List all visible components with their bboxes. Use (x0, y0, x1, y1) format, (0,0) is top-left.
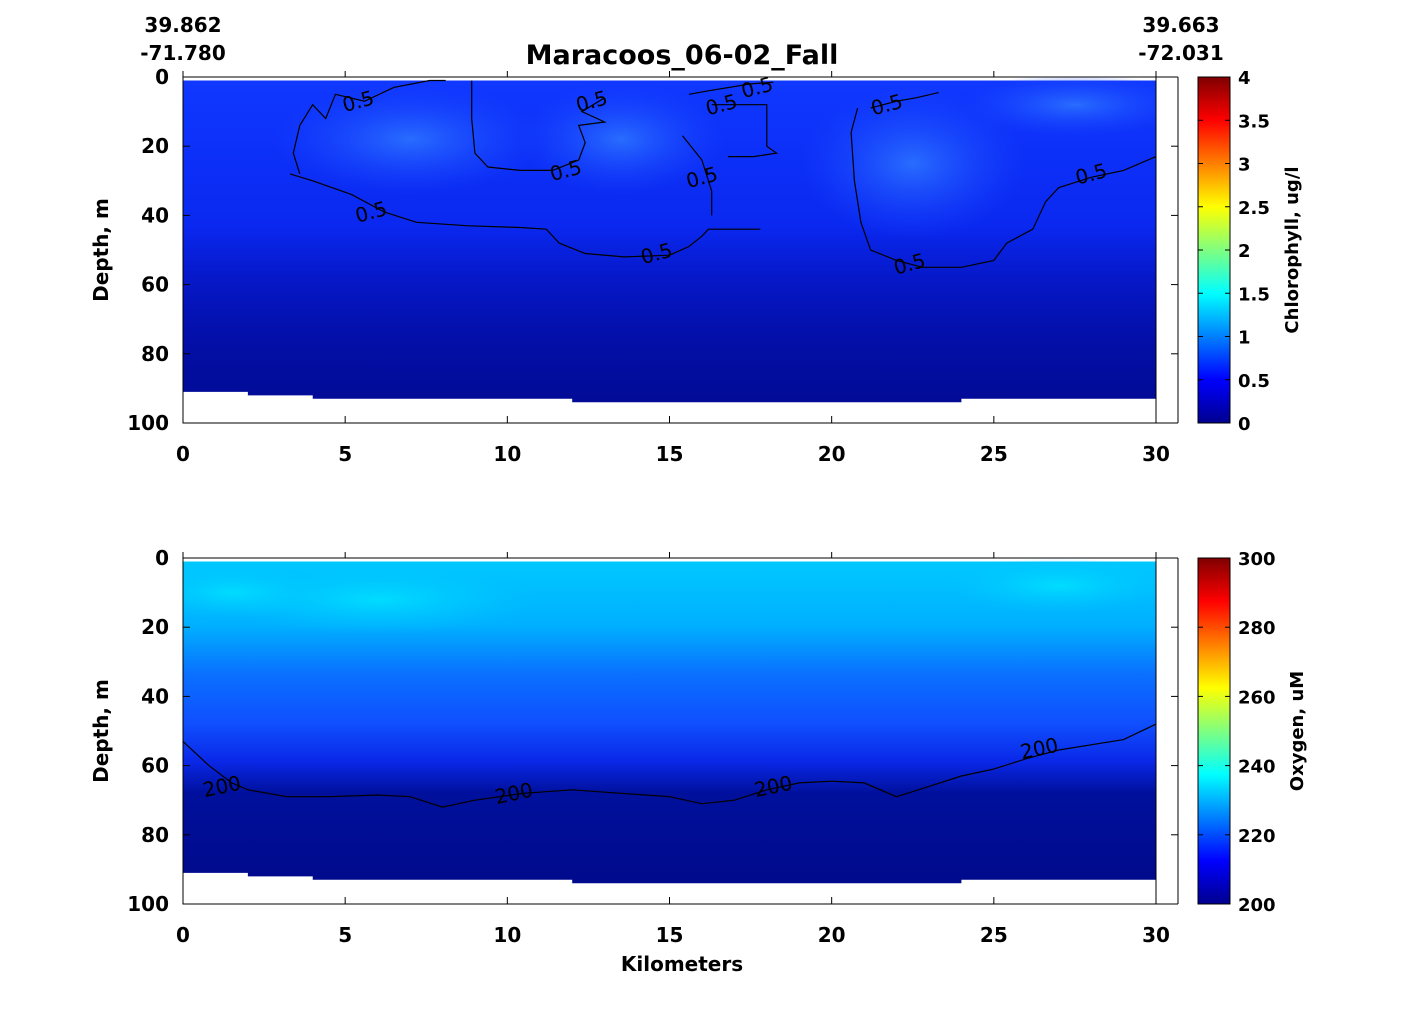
y-tick-label-4: 80 (141, 823, 169, 847)
oxygen-y-axis-label: Depth, m (89, 679, 113, 783)
y-tick-label-2: 40 (141, 203, 169, 227)
colorbar-tick-label-0: 200 (1238, 895, 1276, 916)
y-tick-label-1: 20 (141, 134, 169, 158)
x-tick-label-3: 15 (656, 923, 684, 947)
chlorophyll-colorbar: 0 0.5 1 1.5 2 2.5 3 3.5 4 (1197, 68, 1270, 435)
value-patch-3 (961, 77, 1156, 136)
contour-line-0 (292, 79, 446, 175)
chlorophyll-panel: 0.5 0.5 0.50.50.50.5 0.5 0.50.50.5 0.5 0 5 10 15… (89, 65, 1303, 466)
colorbar-tick-label-5: 300 (1238, 549, 1276, 570)
colorbar-tick-label-1: 220 (1238, 826, 1276, 847)
contour-line-6 (870, 92, 939, 109)
colorbar-gradient (1197, 76, 1231, 424)
colorbar-tick-label-4: 2 (1238, 241, 1251, 262)
value-patch-1 (945, 558, 1156, 614)
contour-line-3 (688, 81, 774, 95)
oxygen-colorbar: 200 220 240 260 280 300 (1197, 549, 1276, 916)
x-tick-label-4: 20 (818, 923, 846, 947)
x-tick-label-6: 30 (1142, 923, 1170, 947)
x-tick-label-6: 30 (1142, 442, 1170, 466)
colorbar-tick-label-3: 260 (1238, 687, 1276, 708)
y-tick-label-5: 100 (127, 892, 169, 916)
colorbar-gradient (1197, 557, 1231, 905)
figure-title: Maracoos_06-02_Fall (526, 40, 839, 71)
x-tick-label-1: 5 (338, 442, 352, 466)
colorbar-tick-label-1: 0.5 (1238, 371, 1270, 392)
x-tick-label-4: 20 (818, 442, 846, 466)
oxygen-x-axis-label: Kilometers (621, 952, 743, 976)
value-patch-0 (273, 83, 547, 195)
y-tick-label-3: 60 (141, 754, 169, 778)
chlorophyll-axes: 0 5 10 15 20 25 30 0 20 40 60 80 100 (127, 65, 1179, 466)
y-tick-label-5: 100 (127, 411, 169, 435)
contour-line-0 (183, 723, 1156, 808)
x-tick-label-5: 25 (980, 442, 1008, 466)
colorbar-tick-label-5: 2.5 (1238, 198, 1270, 219)
colorbar-tick-label-4: 280 (1238, 618, 1276, 639)
value-patch-2 (799, 87, 1027, 240)
y-tick-label-3: 60 (141, 273, 169, 297)
y-tick-label-0: 0 (155, 65, 169, 89)
contour-line-1 (289, 173, 761, 258)
colorbar-tick-label-0: 0 (1238, 414, 1251, 435)
contour-line-5 (711, 104, 779, 158)
colorbar-tick-label-8: 4 (1238, 68, 1251, 89)
contour-line-7 (850, 107, 1156, 268)
x-tick-label-2: 10 (493, 442, 521, 466)
x-tick-label-0: 0 (176, 923, 190, 947)
oxygen-colorbar-label: Oxygen, uM (1287, 671, 1308, 791)
chlorophyll-y-axis-label: Depth, m (89, 198, 113, 302)
start-lat: 39.862 (144, 13, 221, 37)
value-patch-1 (517, 83, 725, 195)
oxygen-axes: 0 5 10 15 20 25 30 0 20 40 60 80 100 (127, 546, 1179, 947)
contour-line-2 (471, 80, 607, 171)
y-tick-label-2: 40 (141, 684, 169, 708)
colorbar-tick-label-6: 3 (1238, 155, 1251, 176)
colorbar-tick-label-7: 3.5 (1238, 111, 1270, 132)
x-tick-label-0: 0 (176, 442, 190, 466)
x-tick-label-5: 25 (980, 923, 1008, 947)
contour-line-4 (682, 135, 713, 216)
chlorophyll-colorbar-label: Chlorophyll, ug/l (1282, 166, 1303, 333)
value-patch-2 (183, 564, 329, 621)
y-tick-label-1: 20 (141, 615, 169, 639)
colorbar-tick-label-2: 240 (1238, 757, 1276, 778)
colorbar-tick-label-3: 1.5 (1238, 284, 1270, 305)
colorbar-tick-label-2: 1 (1238, 328, 1251, 349)
x-tick-label-3: 15 (656, 442, 684, 466)
data-region (183, 561, 1156, 884)
y-tick-label-4: 80 (141, 342, 169, 366)
x-tick-label-2: 10 (493, 923, 521, 947)
end-lat: 39.663 (1142, 13, 1219, 37)
chlorophyll-field: 0.5 0.5 0.50.50.50.5 0.5 0.50.50.5 0.5 (183, 77, 1156, 403)
y-tick-label-0: 0 (155, 546, 169, 570)
x-tick-label-1: 5 (338, 923, 352, 947)
end-lon: -72.031 (1138, 41, 1223, 65)
start-lon: -71.780 (140, 41, 225, 65)
